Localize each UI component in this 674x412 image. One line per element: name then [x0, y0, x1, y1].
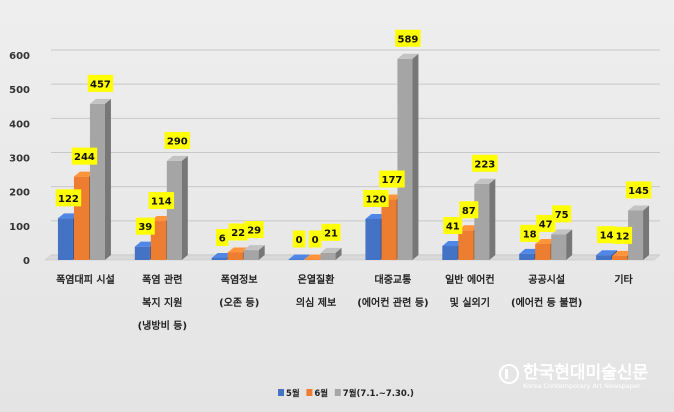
category-label: 공공시설 [528, 273, 565, 286]
category-label: 기타 [614, 273, 633, 286]
y-tick-label: 400 [9, 119, 30, 130]
category-label: 폭염대피 시설 [56, 273, 115, 286]
bar [243, 245, 265, 260]
svg-text:0: 0 [312, 235, 319, 246]
svg-text:177: 177 [382, 175, 403, 186]
data-label: 244 [71, 147, 98, 165]
bar [166, 155, 188, 260]
svg-text:39: 39 [138, 222, 152, 233]
svg-text:47: 47 [539, 219, 553, 230]
data-label: 589 [395, 29, 421, 47]
data-label: 6 [215, 228, 229, 246]
data-label: 0 [308, 230, 322, 248]
legend-item: 6월 [306, 388, 328, 399]
bar [288, 254, 310, 260]
data-label: 145 [625, 181, 652, 199]
data-label: 18 [520, 224, 540, 242]
watermark-text: 한국현대미술신문 [523, 363, 648, 383]
data-label: 223 [472, 154, 498, 172]
svg-text:120: 120 [366, 195, 387, 206]
svg-text:18: 18 [523, 229, 537, 240]
data-label: 290 [164, 131, 191, 149]
data-label: 0 [292, 230, 306, 248]
data-label: 177 [379, 170, 405, 188]
data-label: 87 [459, 201, 479, 219]
data-label: 457 [87, 74, 114, 92]
legend-item: 5월 [278, 388, 300, 399]
bar [89, 98, 111, 260]
svg-text:244: 244 [74, 152, 95, 163]
category-label: 복지 지원 [142, 296, 182, 309]
legend-item: 7월(7.1.~7.30.) [334, 388, 414, 399]
svg-text:14: 14 [600, 231, 614, 242]
svg-text:21: 21 [324, 228, 338, 239]
svg-text:22: 22 [231, 228, 245, 239]
data-label: 21 [321, 223, 341, 241]
category-label: 폭염정보 [221, 273, 258, 286]
y-tick-label: 200 [9, 188, 30, 199]
svg-text:122: 122 [58, 194, 79, 205]
watermark: 한국현대미술신문 Korea Contemporary Art Newspape… [499, 363, 648, 390]
data-label: 14 [597, 226, 617, 244]
legend-swatch [334, 389, 341, 396]
y-tick-label: 300 [9, 154, 30, 165]
watermark-logo-icon [499, 364, 519, 384]
svg-text:0: 0 [296, 235, 303, 246]
svg-text:5월: 5월 [286, 388, 300, 399]
category-label: (에어컨 관련 등) [357, 296, 428, 309]
svg-text:87: 87 [462, 206, 476, 217]
svg-text:12: 12 [616, 231, 630, 242]
bars [57, 53, 650, 261]
data-label: 39 [135, 217, 155, 235]
legend-swatch [306, 389, 313, 396]
data-label: 29 [244, 221, 264, 239]
bar [474, 178, 496, 260]
category-label: 및 실외기 [450, 296, 490, 309]
svg-text:223: 223 [474, 159, 495, 170]
watermark-subtext: Korea Contemporary Art Newspaper [523, 382, 641, 390]
data-label: 75 [552, 205, 572, 223]
category-label: (냉방비 등) [138, 319, 187, 332]
category-label: 폭염 관련 [142, 273, 182, 286]
data-label: 114 [148, 192, 175, 210]
data-label: 122 [55, 189, 82, 207]
svg-text:114: 114 [151, 197, 172, 208]
legend: 5월 6월 7월(7.1.~7.30.) [278, 388, 414, 399]
svg-text:6월: 6월 [314, 388, 328, 399]
data-label: 41 [443, 216, 463, 234]
svg-text:7월(7.1.~7.30.): 7월(7.1.~7.30.) [343, 388, 414, 399]
svg-text:290: 290 [167, 136, 188, 147]
bar [551, 229, 573, 260]
category-label: (오존 등) [219, 297, 259, 309]
svg-text:145: 145 [628, 186, 649, 197]
y-tick-label: 600 [9, 51, 30, 62]
y-tick-label: 100 [9, 222, 30, 233]
category-label: 의심 제보 [296, 296, 336, 309]
data-label: 12 [613, 226, 633, 244]
data-label: 120 [363, 190, 389, 207]
bar [397, 53, 419, 261]
svg-text:29: 29 [247, 226, 261, 237]
svg-text:457: 457 [90, 79, 111, 90]
svg-text:41: 41 [446, 221, 460, 232]
bar [320, 247, 342, 260]
svg-text:75: 75 [555, 210, 569, 221]
y-tick-label: 500 [9, 85, 30, 96]
category-label: 일반 에어컨 [445, 273, 494, 286]
y-tick-label: 0 [23, 256, 30, 267]
svg-text:589: 589 [398, 34, 419, 45]
data-label: 47 [536, 214, 556, 232]
y-axis-ticks: 0 100 200 300 400 500 600 [9, 51, 30, 267]
category-label: (에어컨 등 불편) [511, 296, 582, 309]
svg-text:6: 6 [219, 233, 226, 244]
category-label: 온열질환 [298, 273, 336, 286]
data-label: 22 [228, 223, 248, 241]
category-label: 대중교통 [375, 273, 412, 286]
legend-swatch [278, 389, 284, 396]
bar [628, 205, 650, 260]
